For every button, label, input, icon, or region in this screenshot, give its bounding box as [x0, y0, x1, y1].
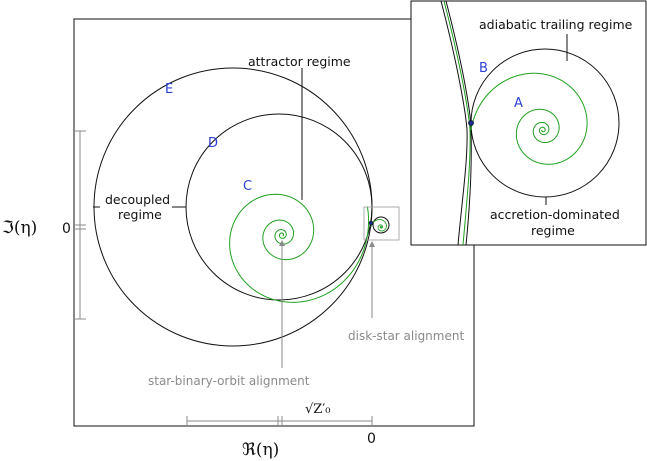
tiny-black-circle [372, 216, 390, 234]
label-D: D [208, 136, 218, 151]
zoom-box [363, 206, 400, 241]
x-zero-tick-label: 0 [367, 431, 376, 447]
inset-point-B [468, 120, 474, 126]
scale-label-sqrt-Z0: √Z′₀ [305, 402, 330, 417]
label-disk-star-alignment: disk-star alignment [348, 329, 464, 343]
y-zero-tick-label: 0 [62, 221, 71, 237]
x-axis-label: ℜ(η) [242, 440, 279, 460]
y-axis-label: ℑ(η) [2, 218, 37, 238]
inset-outer-curve-green [443, 1, 471, 245]
label-adiabatic-trailing-regime: adiabatic trailing regime [479, 17, 633, 32]
tiny-green-spiral [370, 219, 387, 232]
label-star-binary-orbit-alignment: star-binary-orbit alignment [148, 374, 310, 388]
tiny-point-B [368, 220, 374, 226]
inset-panel: adiabatic trailing regime B A accretion-… [410, 0, 647, 246]
label-attractor-regime: attractor regime [248, 54, 351, 69]
label-E: E [165, 82, 173, 97]
label-B: B [479, 61, 488, 76]
curve-C-spiral [229, 193, 370, 303]
inset-outer-curve-1 [440, 1, 468, 245]
label-accretion-dominated: accretion-dominated [490, 207, 620, 222]
label-A: A [514, 96, 523, 111]
label-accretion-regime: regime [531, 223, 575, 238]
label-regime: regime [118, 207, 162, 222]
label-decoupled: decoupled [105, 192, 170, 207]
inset-curve-A-spiral [470, 72, 588, 165]
inset-frame [410, 0, 647, 246]
label-C: C [243, 179, 252, 194]
